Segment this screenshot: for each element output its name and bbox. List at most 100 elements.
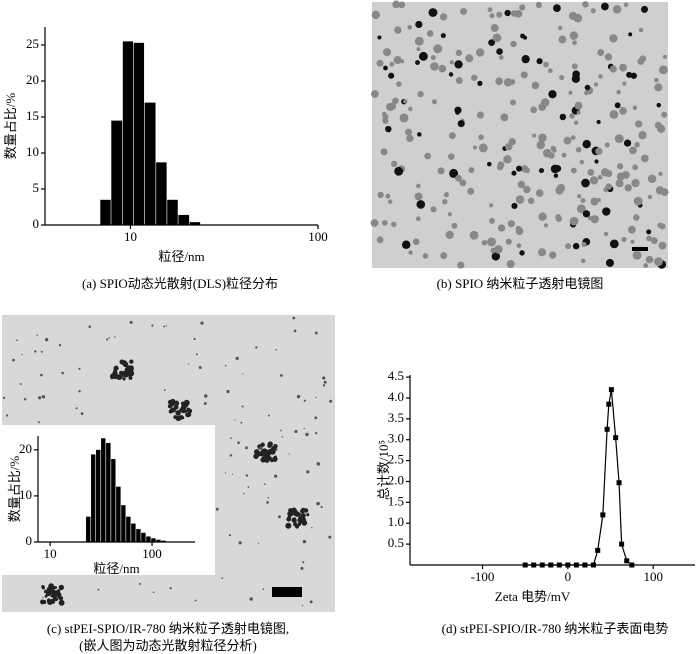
- particle: [260, 442, 265, 447]
- particle: [575, 146, 582, 153]
- particle: [116, 374, 123, 380]
- particle: [278, 515, 281, 519]
- particle: [447, 212, 452, 217]
- particle: [619, 63, 627, 72]
- bar: [122, 41, 134, 226]
- particle: [285, 522, 292, 529]
- bar: [121, 505, 126, 542]
- particle: [621, 236, 627, 243]
- particle: [301, 604, 304, 607]
- particle: [52, 594, 58, 600]
- particle: [537, 248, 547, 257]
- particle: [635, 120, 643, 128]
- particle: [266, 501, 269, 504]
- particle: [383, 65, 388, 71]
- y-tick-label: 3.0: [388, 431, 404, 446]
- particle: [538, 133, 547, 143]
- particle: [19, 383, 22, 385]
- particle: [323, 380, 327, 384]
- particle: [300, 513, 306, 519]
- particle: [426, 30, 434, 37]
- particle: [504, 9, 511, 17]
- particle: [553, 4, 561, 13]
- particle: [292, 510, 297, 515]
- particle: [593, 82, 599, 87]
- bar: [161, 540, 166, 542]
- particle: [632, 250, 642, 260]
- particle: [535, 1, 542, 8]
- particle: [280, 374, 283, 377]
- particle: [660, 188, 669, 196]
- particle: [510, 10, 518, 17]
- particle: [229, 454, 233, 457]
- y-tick-label: 0: [26, 533, 33, 548]
- particle: [392, 0, 401, 9]
- particle: [97, 588, 100, 591]
- particle: [6, 414, 9, 417]
- particle: [396, 81, 402, 87]
- particle: [511, 202, 518, 210]
- particle: [643, 263, 649, 268]
- particle: [371, 90, 379, 98]
- x-axis-label: 粒径/nm: [158, 249, 204, 264]
- particle: [437, 167, 445, 175]
- particle: [418, 51, 428, 61]
- particle: [589, 176, 599, 185]
- particle: [515, 195, 525, 204]
- bar: [106, 442, 111, 542]
- particle: [654, 257, 663, 267]
- particle: [306, 470, 310, 474]
- particle: [536, 58, 543, 65]
- particle: [630, 239, 635, 244]
- particle: [488, 39, 496, 47]
- particle: [511, 170, 517, 176]
- y-tick-label: 20: [19, 441, 32, 456]
- particle: [460, 7, 468, 15]
- particle: [497, 224, 506, 232]
- particle: [571, 63, 578, 70]
- particle: [497, 161, 505, 169]
- particle: [173, 404, 179, 410]
- particle: [106, 338, 109, 341]
- particle: [228, 534, 231, 537]
- particle: [112, 370, 118, 376]
- particle: [198, 366, 202, 370]
- particle: [638, 27, 644, 33]
- particle: [532, 133, 537, 138]
- particle: [472, 145, 477, 150]
- particle: [306, 513, 310, 517]
- particle: [163, 389, 166, 391]
- particle: [294, 429, 298, 434]
- particle: [258, 450, 265, 457]
- particle: [616, 163, 624, 170]
- particle: [431, 99, 438, 105]
- marker: [606, 401, 612, 407]
- particle: [467, 187, 475, 195]
- particle: [633, 196, 643, 206]
- particle: [454, 60, 463, 69]
- particle: [389, 61, 395, 67]
- particle: [221, 577, 224, 579]
- particle: [630, 72, 637, 79]
- y-tick-label: 1.5: [388, 493, 404, 508]
- particle: [376, 59, 384, 67]
- particle: [542, 148, 552, 158]
- particle: [645, 255, 654, 264]
- particle: [556, 183, 566, 193]
- particle: [563, 136, 572, 145]
- particle: [23, 398, 27, 401]
- caption: (a) SPIO动态光散射(DLS)粒径分布: [82, 276, 278, 291]
- bar: [178, 214, 190, 225]
- bar: [141, 532, 146, 542]
- particle: [538, 168, 545, 174]
- particle: [273, 455, 277, 459]
- particle: [398, 1, 406, 9]
- particle: [590, 215, 599, 224]
- particle: [547, 68, 553, 74]
- particle: [626, 71, 633, 78]
- particle: [302, 561, 305, 564]
- particle: [377, 191, 384, 199]
- particle: [548, 90, 557, 99]
- particle: [139, 582, 142, 585]
- particle: [558, 35, 567, 44]
